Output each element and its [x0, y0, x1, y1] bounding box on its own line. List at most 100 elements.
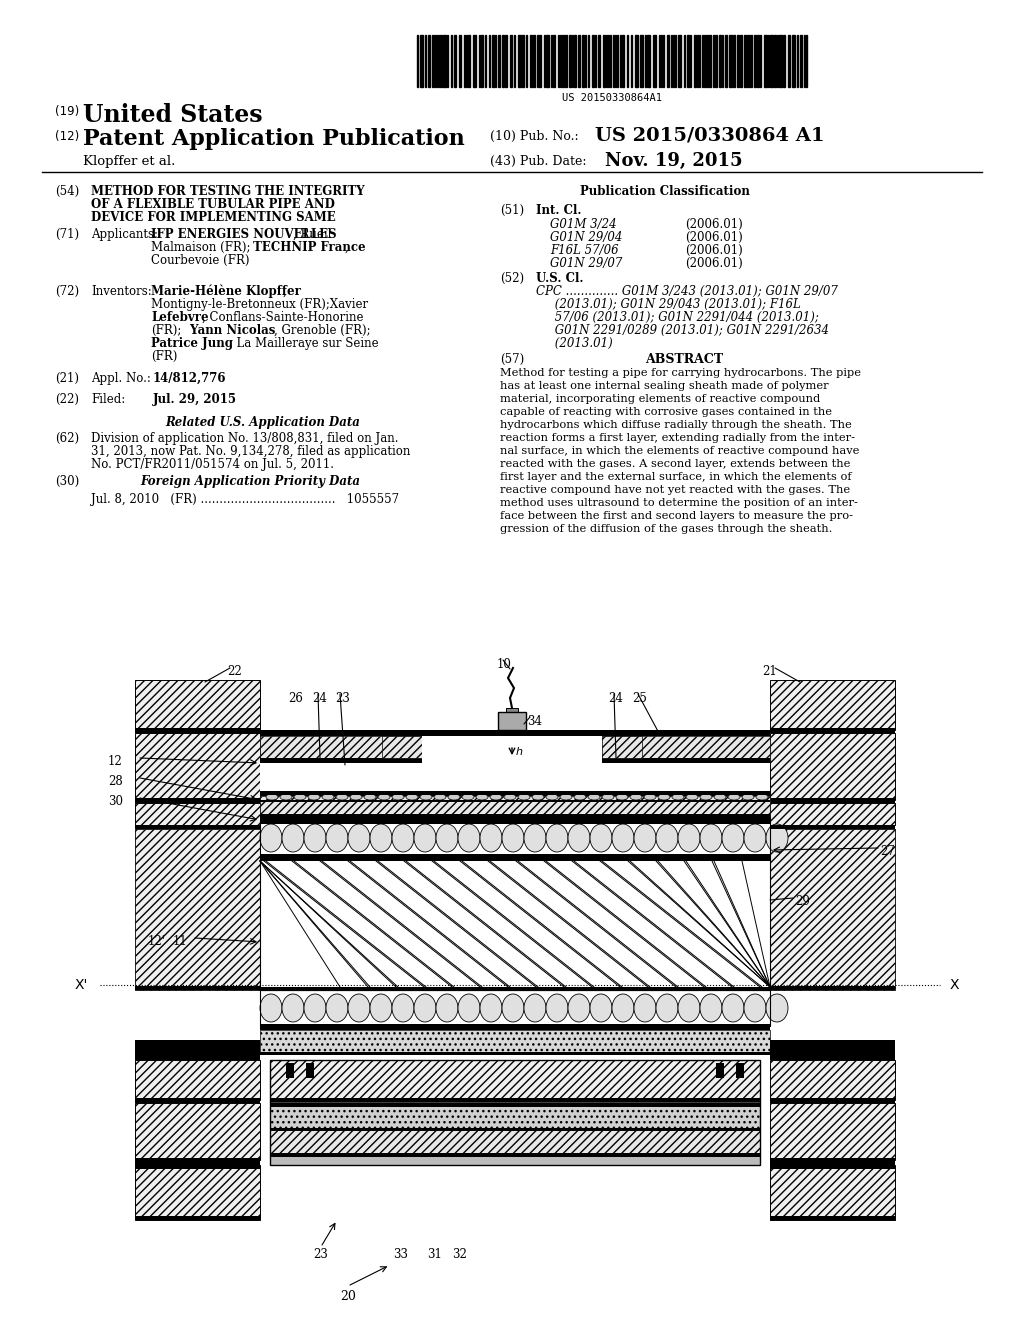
- Bar: [506, 708, 518, 711]
- Text: 22: 22: [227, 665, 242, 678]
- Bar: [135, 1104, 260, 1160]
- Ellipse shape: [336, 795, 348, 800]
- Bar: [582, 36, 584, 87]
- Text: 33: 33: [393, 1247, 408, 1261]
- Bar: [454, 36, 456, 87]
- Bar: [530, 36, 532, 87]
- Text: Applicants:: Applicants:: [91, 228, 158, 242]
- Text: Filed:: Filed:: [91, 393, 125, 407]
- Ellipse shape: [480, 994, 502, 1022]
- Ellipse shape: [714, 795, 726, 800]
- Text: Malmaison (FR);: Malmaison (FR);: [151, 242, 251, 253]
- Ellipse shape: [700, 824, 722, 851]
- Bar: [473, 36, 476, 87]
- Text: (2013.01); G01N 29/043 (2013.01); F16L: (2013.01); G01N 29/043 (2013.01); F16L: [536, 298, 801, 312]
- Bar: [770, 1104, 895, 1160]
- Text: Division of application No. 13/808,831, filed on Jan.: Division of application No. 13/808,831, …: [91, 432, 398, 445]
- Text: ,: ,: [283, 285, 287, 298]
- Ellipse shape: [322, 795, 334, 800]
- Bar: [260, 758, 770, 763]
- Ellipse shape: [458, 994, 480, 1022]
- Ellipse shape: [656, 994, 678, 1022]
- Bar: [744, 36, 746, 87]
- Text: , Rueil: , Rueil: [293, 228, 332, 242]
- Text: gression of the diffusion of the gases through the sheath.: gression of the diffusion of the gases t…: [500, 524, 833, 535]
- Ellipse shape: [392, 795, 404, 800]
- Ellipse shape: [560, 795, 572, 800]
- Bar: [135, 986, 260, 990]
- Bar: [260, 1024, 770, 1027]
- Bar: [498, 711, 526, 730]
- Ellipse shape: [304, 824, 326, 851]
- Bar: [270, 1100, 760, 1107]
- Bar: [492, 36, 494, 87]
- Text: (19): (19): [55, 106, 79, 117]
- Text: , La Mailleraye sur Seine: , La Mailleraye sur Seine: [229, 337, 379, 350]
- Ellipse shape: [476, 795, 488, 800]
- Ellipse shape: [406, 795, 418, 800]
- Bar: [598, 36, 600, 87]
- Ellipse shape: [656, 824, 678, 851]
- Text: 29: 29: [795, 895, 810, 908]
- Bar: [260, 730, 770, 737]
- Text: CPC .............. G01M 3/243 (2013.01); G01N 29/07: CPC .............. G01M 3/243 (2013.01);…: [536, 285, 838, 298]
- Bar: [667, 36, 669, 87]
- Bar: [260, 800, 770, 803]
- Bar: [546, 36, 549, 87]
- Bar: [260, 854, 770, 858]
- Text: US 2015/0330864 A1: US 2015/0330864 A1: [595, 127, 824, 145]
- Text: (43) Pub. Date:: (43) Pub. Date:: [490, 154, 587, 168]
- Text: F16L 57/06: F16L 57/06: [550, 244, 618, 257]
- Bar: [635, 36, 638, 87]
- Text: (2006.01): (2006.01): [685, 257, 742, 271]
- Text: (2013.01): (2013.01): [536, 337, 612, 350]
- Bar: [260, 990, 770, 1026]
- Bar: [135, 680, 260, 730]
- Bar: [750, 36, 752, 87]
- Bar: [725, 36, 727, 87]
- Bar: [770, 825, 895, 829]
- Text: Related U.S. Application Data: Related U.S. Application Data: [165, 416, 359, 429]
- Ellipse shape: [568, 994, 590, 1022]
- Ellipse shape: [524, 824, 546, 851]
- Bar: [260, 822, 770, 855]
- Text: , Conflans-Sainte-Honorine: , Conflans-Sainte-Honorine: [202, 312, 364, 323]
- Bar: [770, 1040, 895, 1060]
- Ellipse shape: [326, 994, 348, 1022]
- Bar: [653, 36, 656, 87]
- Ellipse shape: [414, 994, 436, 1022]
- Text: Jul. 8, 2010   (FR) ....................................   1055557: Jul. 8, 2010 (FR) ......................…: [91, 492, 399, 506]
- Bar: [502, 36, 504, 87]
- Ellipse shape: [766, 824, 788, 851]
- Text: 24: 24: [312, 692, 327, 705]
- Text: (72): (72): [55, 285, 79, 298]
- Ellipse shape: [568, 824, 590, 851]
- Bar: [270, 1060, 760, 1105]
- Ellipse shape: [280, 795, 292, 800]
- Text: (2006.01): (2006.01): [685, 218, 742, 231]
- Ellipse shape: [370, 994, 392, 1022]
- Ellipse shape: [436, 824, 458, 851]
- Bar: [428, 36, 430, 87]
- Ellipse shape: [742, 795, 754, 800]
- Bar: [260, 1052, 770, 1055]
- Ellipse shape: [588, 795, 600, 800]
- Ellipse shape: [756, 795, 768, 800]
- Text: Appl. No.:: Appl. No.:: [91, 372, 151, 385]
- Ellipse shape: [458, 824, 480, 851]
- Bar: [135, 1216, 260, 1220]
- Bar: [602, 737, 642, 758]
- Bar: [764, 36, 767, 87]
- Bar: [260, 791, 770, 796]
- Bar: [754, 36, 756, 87]
- Ellipse shape: [672, 795, 684, 800]
- Bar: [783, 36, 785, 87]
- Bar: [135, 1040, 260, 1060]
- Ellipse shape: [574, 795, 586, 800]
- Text: , Grenoble (FR);: , Grenoble (FR);: [274, 323, 371, 337]
- Bar: [779, 36, 782, 87]
- Text: Marie-Hélène Klopffer: Marie-Hélène Klopffer: [151, 285, 301, 298]
- Ellipse shape: [282, 824, 304, 851]
- Ellipse shape: [518, 795, 530, 800]
- Bar: [135, 825, 260, 829]
